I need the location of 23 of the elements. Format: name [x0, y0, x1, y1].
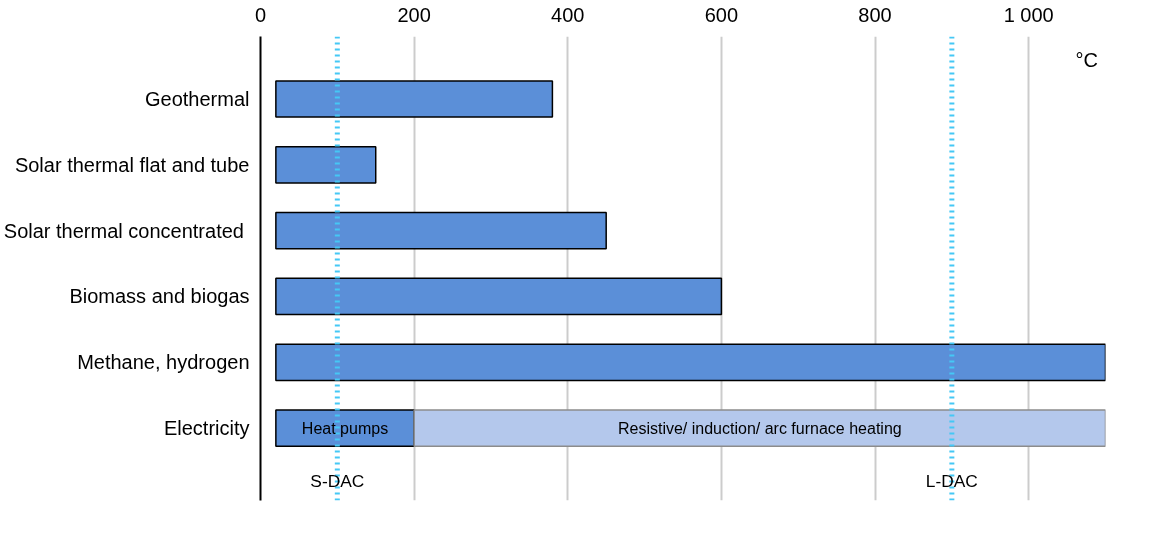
y-tick-label: Solar thermal concentrated [3, 219, 244, 242]
bar [275, 145, 377, 184]
x-tick-label: 1 000 [1003, 3, 1054, 26]
bar [275, 277, 723, 316]
x-tick-label: 800 [858, 3, 892, 26]
y-tick-label: Solar thermal flat and tube [14, 153, 250, 176]
x-tick-label: 400 [551, 3, 585, 26]
y-tick-label: Methane, hydrogen [77, 351, 250, 374]
ref-line-label: L-DAC [925, 470, 978, 491]
bar [275, 211, 607, 250]
x-tick-label: 0 [254, 3, 267, 26]
y-tick-label: Biomass and biogas [69, 285, 250, 308]
ref-line-label: S-DAC [310, 470, 365, 491]
y-tick-label: Geothermal [145, 88, 250, 111]
x-tick-label: 600 [704, 3, 739, 26]
annotation: Heat pumps [301, 419, 389, 437]
bar [413, 409, 1106, 447]
x-tick-label: 200 [397, 3, 431, 26]
bar [275, 80, 554, 118]
x-axis-title: °C [1075, 48, 1098, 71]
bar [275, 343, 1106, 382]
annotation: Resistive/ induction/ arc furnace heating [617, 419, 902, 437]
y-tick-label: Electricity [163, 417, 250, 440]
